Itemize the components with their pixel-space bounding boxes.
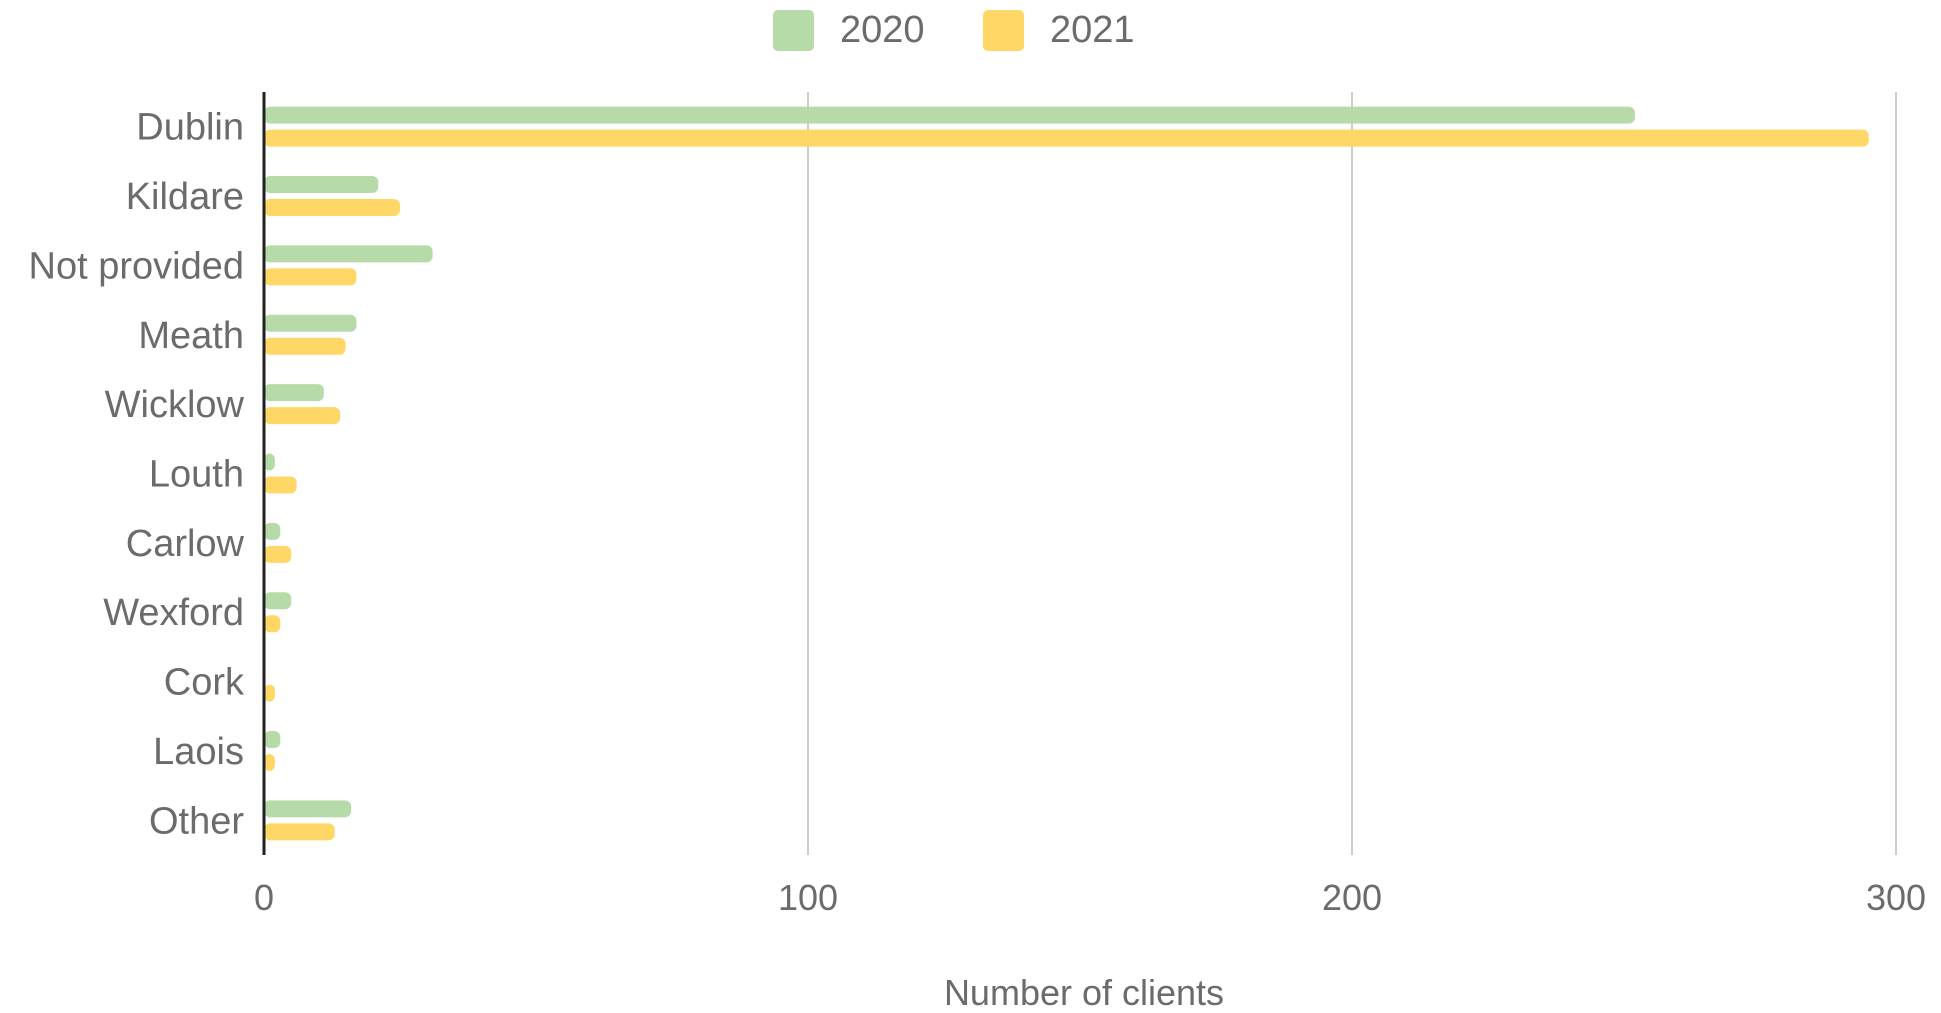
bar-2020-carlow: [264, 522, 281, 540]
category-labels: Dublin Kildare Not provided Meath Wicklow Lou…: [29, 107, 245, 843]
category-label: Louth: [149, 454, 244, 496]
x-tick-label: 300: [1866, 877, 1926, 918]
bar-2021-meath: [264, 337, 346, 355]
legend-swatch-2020: [773, 10, 814, 51]
bar-2020-kildare: [264, 176, 379, 194]
bar-2021-dublin: [264, 129, 1869, 147]
bars: [264, 106, 1869, 841]
bar-2021-cork: [264, 684, 275, 702]
category-label: Other: [149, 800, 244, 842]
x-tick-label: 200: [1322, 877, 1382, 918]
bar-2020-louth: [264, 453, 275, 471]
bar-2021-laois: [264, 753, 275, 771]
category-label: Wexford: [103, 592, 244, 634]
bar-2020-wicklow: [264, 384, 324, 402]
category-label: Wicklow: [105, 384, 245, 426]
legend-label-2021: 2021: [1050, 9, 1135, 51]
category-label: Cork: [164, 662, 245, 704]
x-tick-label: 100: [778, 877, 838, 918]
x-tick-label: 0: [254, 877, 274, 918]
category-label: Carlow: [126, 523, 245, 565]
bar-2021-carlow: [264, 545, 292, 563]
bar-2021-louth: [264, 476, 297, 494]
bar-2021-wicklow: [264, 407, 341, 425]
x-axis-title: Number of clients: [944, 972, 1224, 1013]
category-label: Meath: [138, 315, 244, 357]
category-label: Laois: [153, 731, 244, 773]
bar-2020-other: [264, 800, 352, 818]
bar-2020-meath: [264, 314, 357, 332]
legend: 2020 2021: [773, 9, 1135, 51]
category-label: Not provided: [29, 245, 244, 287]
x-tick-labels: 0 100 200 300: [254, 877, 1926, 918]
bar-2020-wexford: [264, 592, 292, 610]
legend-swatch-2021: [983, 10, 1024, 51]
bar-2021-kildare: [264, 199, 400, 217]
bar-2020-dublin: [264, 106, 1635, 124]
bar-2021-not-provided: [264, 268, 357, 286]
gridlines: [807, 92, 1897, 855]
category-label: Kildare: [126, 176, 244, 218]
category-label: Dublin: [136, 107, 244, 149]
bar-2021-other: [264, 823, 335, 841]
legend-label-2020: 2020: [840, 9, 925, 51]
bar-2020-laois: [264, 730, 281, 748]
bar-2021-wexford: [264, 615, 281, 633]
bar-2020-not-provided: [264, 245, 433, 263]
